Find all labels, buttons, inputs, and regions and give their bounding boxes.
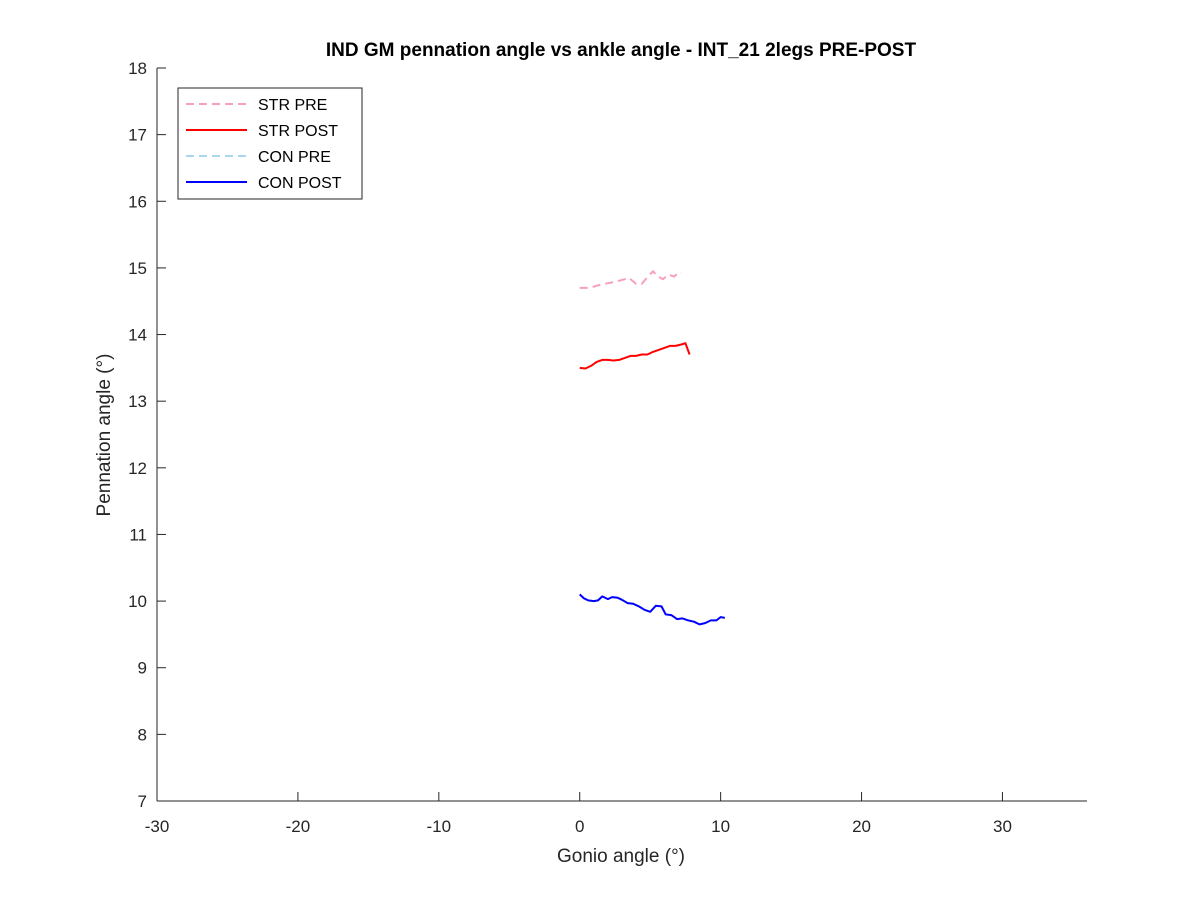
y-tick-label: 8: [138, 725, 147, 744]
x-tick-label: -30: [145, 817, 170, 836]
x-axis-ticks: -30 -20 -10 0 10 20 30: [145, 792, 1012, 836]
x-tick-label: -10: [427, 817, 452, 836]
x-tick-label: 20: [852, 817, 871, 836]
y-tick-label: 16: [128, 192, 147, 211]
y-tick-label: 10: [128, 592, 147, 611]
y-axis-ticks: 7 8 9 10 11 12 13 14 15 16 17 18: [128, 59, 166, 811]
y-tick-label: 12: [128, 459, 147, 478]
x-tick-label: 0: [575, 817, 584, 836]
legend-label: CON PRE: [258, 149, 331, 166]
y-tick-label: 17: [128, 126, 147, 145]
x-tick-label: 30: [993, 817, 1012, 836]
y-axis-label: Pennation angle (°): [94, 354, 115, 517]
legend-label: STR PRE: [258, 97, 327, 114]
x-axis-label: Gonio angle (°): [557, 846, 685, 867]
plot-area: -30 -20 -10 0 10 20 30 7 8 9 10 11 12 13 14 15 16 17 18: [128, 59, 1087, 836]
series-lines: [579, 270, 726, 626]
legend-entries: STR PRE STR POST CON PRE CON POST: [186, 97, 342, 192]
y-tick-label: 15: [128, 259, 147, 278]
legend-box: [177, 87, 363, 200]
y-tick-label: 18: [128, 59, 147, 78]
series-line-str-post: [579, 342, 691, 370]
chart-title: IND GM pennation angle vs ankle angle - …: [326, 40, 917, 61]
series-line-con-post: [579, 593, 726, 626]
y-tick-label: 7: [138, 792, 147, 811]
y-tick-label: 11: [129, 525, 147, 544]
y-tick-label: 14: [128, 326, 147, 345]
y-tick-label: 13: [128, 392, 147, 411]
legend-label: CON POST: [258, 175, 342, 192]
legend: STR PRE STR POST CON PRE CON POST: [177, 87, 363, 200]
series-line-str-pre: [579, 270, 682, 289]
legend-label: STR POST: [258, 123, 338, 140]
y-tick-label: 9: [138, 659, 147, 678]
x-tick-label: 10: [711, 817, 730, 836]
x-tick-label: -20: [286, 817, 311, 836]
